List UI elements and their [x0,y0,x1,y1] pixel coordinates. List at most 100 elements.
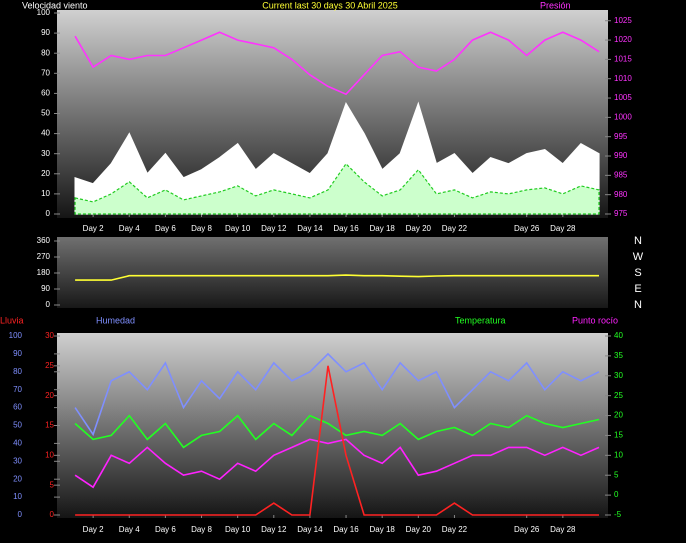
y-tick-label: 985 [614,170,628,179]
chart-title: Current last 30 days 30 Abril 2025 [262,0,398,10]
plot-bg [57,237,608,308]
y-tick-label: 10 [614,450,623,459]
y-tick-label: 1010 [614,74,632,83]
y-tick-label: 180 [37,268,51,277]
line [74,414,600,449]
x-tick-label: Day 26 [514,525,540,534]
y-tick-label: 15 [45,421,54,430]
y-tick-label: 100 [9,331,23,340]
y-tick-label: 20 [13,474,22,483]
x-tick-label: Day 14 [297,224,323,233]
y-tick-label: 10 [41,189,50,198]
y-tick-label: 90 [41,28,50,37]
y2-label: N [634,299,642,311]
y-tick-label: 90 [13,349,22,358]
x-tick-label: Day 16 [333,525,359,534]
x-tick-label: Day 22 [442,525,468,534]
y-tick-label: 10 [13,492,22,501]
line [74,438,600,489]
y-tick-label: 80 [41,48,50,57]
x-tick-label: Day 28 [550,525,576,534]
y-tick-label: 0 [18,510,23,519]
y-tick-label: 990 [614,151,628,160]
y-tick-label: 1015 [614,54,632,63]
line [75,365,599,516]
y-tick-label: 0 [50,510,55,519]
x-tick-label: Day 8 [191,525,212,534]
x-tick-label: Day 20 [406,525,432,534]
line [74,31,600,96]
x-tick-label: Day 12 [261,224,287,233]
x-tick-label: Day 8 [191,224,212,233]
x-tick-label: Day 12 [261,525,287,534]
area [74,101,600,215]
x-tick-label: Day 20 [406,224,432,233]
legend-label: Punto rocío [572,315,618,325]
x-tick-label: Day 16 [333,224,359,233]
y-tick-label: 50 [13,421,22,430]
y-axis-label: Velocidad viento [22,0,88,10]
y2-label: E [634,283,641,295]
x-tick-label: Day 22 [442,224,468,233]
y-tick-label: 40 [13,439,22,448]
y-tick-label: 360 [37,236,51,245]
y-tick-label: 40 [41,129,50,138]
x-tick-label: Day 18 [370,224,396,233]
x-tick-label: Day 6 [155,525,176,534]
x-tick-label: Day 2 [83,224,104,233]
x-tick-label: Day 10 [225,525,251,534]
y-tick-label: 15 [614,431,623,440]
y-tick-label: 0 [614,490,619,499]
legend-label: Temperatura [455,315,506,325]
y-tick-label: 1020 [614,35,632,44]
x-tick-label: Day 10 [225,224,251,233]
x-tick-label: Day 14 [297,525,323,534]
y-tick-label: 30 [614,371,623,380]
y-tick-label: 980 [614,190,628,199]
legend-label: Humedad [96,315,135,325]
y-tick-label: 30 [13,456,22,465]
x-tick-label: Day 6 [155,224,176,233]
x-tick-label: Day 4 [119,525,140,534]
plot-bg [57,333,608,518]
y-tick-label: 50 [41,109,50,118]
line [74,352,600,437]
x-tick-label: Day 4 [119,224,140,233]
y-tick-label: -5 [614,510,622,519]
y-tick-label: 25 [614,391,623,400]
y-tick-label: 80 [13,367,22,376]
y-tick-label: 100 [37,8,51,17]
legend-label: Lluvia [0,315,24,325]
y-tick-label: 270 [37,252,51,261]
y-tick-label: 25 [45,361,54,370]
y-tick-label: 70 [41,68,50,77]
y-tick-label: 975 [614,209,628,218]
y-tick-label: 90 [41,284,50,293]
y-tick-label: 1005 [614,93,632,102]
y-tick-label: 35 [614,351,623,360]
y-tick-label: 1025 [614,16,632,25]
y-tick-label: 30 [41,149,50,158]
y-tick-label: 40 [614,331,623,340]
y-tick-label: 5 [614,470,619,479]
y-tick-label: 0 [46,300,51,309]
legend-label: Presión [540,0,571,10]
y-tick-label: 20 [614,411,623,420]
x-tick-label: Day 28 [550,224,576,233]
y-tick-label: 10 [45,450,54,459]
x-tick-label: Day 2 [83,525,104,534]
y-tick-label: 60 [13,403,22,412]
y-tick-label: 70 [13,385,22,394]
area [74,162,600,215]
y-tick-label: 0 [46,209,51,218]
y-tick-label: 995 [614,132,628,141]
y-tick-label: 60 [41,89,50,98]
y-tick-label: 20 [41,169,50,178]
y2-label: S [634,267,641,279]
y2-label: W [633,251,644,263]
x-tick-label: Day 26 [514,224,540,233]
y-tick-label: 5 [50,480,55,489]
line [75,274,599,281]
y-tick-label: 1000 [614,112,632,121]
